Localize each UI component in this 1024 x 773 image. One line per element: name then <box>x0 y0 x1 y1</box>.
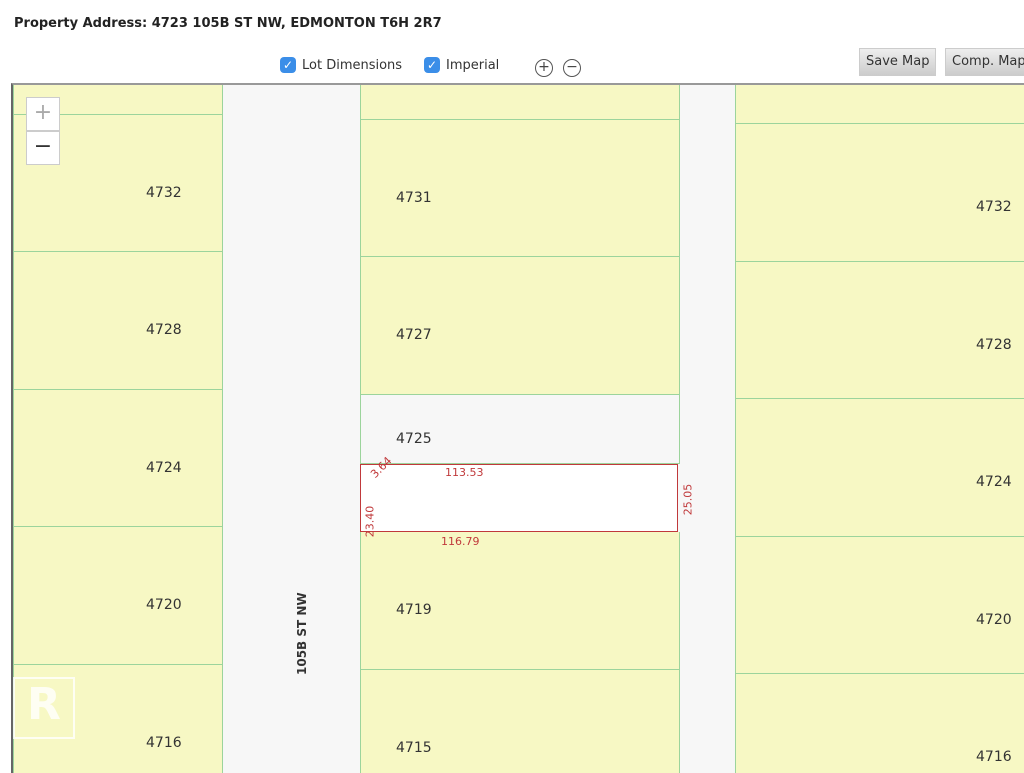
lot-number: 4716 <box>976 749 1012 765</box>
parcel[interactable]: 4728 <box>13 252 223 390</box>
parcel[interactable]: 4720 <box>13 527 223 665</box>
checkmark-icon: ✓ <box>424 57 440 73</box>
map-zoom-out-button[interactable]: − <box>26 131 60 165</box>
parcel[interactable]: 4716 <box>735 674 1024 773</box>
save-map-button[interactable]: Save Map <box>859 48 937 76</box>
lot-number: 4724 <box>146 460 182 476</box>
zoom-in-circle-button[interactable]: + <box>535 59 553 77</box>
imperial-label: Imperial <box>446 57 500 73</box>
dim-bottom: 116.79 <box>441 535 480 548</box>
lot-dimensions-checkbox[interactable]: ✓ Lot Dimensions <box>280 57 402 73</box>
parcel[interactable]: 4720 <box>735 537 1024 674</box>
dim-right: 25.05 <box>681 483 695 516</box>
parcel[interactable]: 4724 <box>735 399 1024 537</box>
lot-number: 4732 <box>146 185 182 201</box>
lot-number: 4727 <box>396 327 432 343</box>
parcel[interactable] <box>360 85 680 120</box>
subject-lot-outline <box>360 464 678 532</box>
lot-dimensions-label: Lot Dimensions <box>302 57 403 73</box>
lot-number: 4716 <box>146 735 182 751</box>
parcel[interactable]: 4716 <box>13 665 223 773</box>
imperial-checkbox[interactable]: ✓ Imperial <box>424 57 499 73</box>
realtor-logo: R <box>13 677 75 739</box>
dim-top: 113.53 <box>445 466 484 479</box>
lot-number: 4732 <box>976 199 1012 215</box>
parcel[interactable] <box>735 85 1024 124</box>
comp-map-button[interactable]: Comp. Map <box>945 48 1024 76</box>
lot-number: 4728 <box>146 322 182 338</box>
lot-number: 4731 <box>396 190 432 206</box>
map-zoom-in-button[interactable]: + <box>26 97 60 131</box>
parcel[interactable]: 4725 <box>360 395 680 464</box>
parcel[interactable]: 4728 <box>735 262 1024 399</box>
parcel[interactable]: 4719 <box>360 532 680 670</box>
lot-number: 4720 <box>146 597 182 613</box>
parcel[interactable]: 4724 <box>13 390 223 527</box>
parcel[interactable]: 4732 <box>735 124 1024 262</box>
lot-number: 4720 <box>976 612 1012 628</box>
property-address: Property Address: 4723 105B ST NW, EDMON… <box>14 16 442 31</box>
lot-number: 4728 <box>976 337 1012 353</box>
parcel[interactable]: 4715 <box>360 670 680 773</box>
lot-number: 4719 <box>396 602 432 618</box>
map-canvas[interactable]: 4732 4728 4724 4720 4716 4732 4728 4724 4720 4716… <box>11 83 1024 773</box>
lot-number: 4715 <box>396 740 432 756</box>
street-label: 105B ST NW <box>295 592 309 675</box>
zoom-out-circle-button[interactable]: − <box>563 59 581 77</box>
lot-number: 4724 <box>976 474 1012 490</box>
parcel[interactable]: 4727 <box>360 257 680 395</box>
lot-number: 4725 <box>396 431 432 447</box>
dim-left: 23.40 <box>363 505 377 538</box>
parcel[interactable]: 4731 <box>360 120 680 257</box>
checkmark-icon: ✓ <box>280 57 296 73</box>
